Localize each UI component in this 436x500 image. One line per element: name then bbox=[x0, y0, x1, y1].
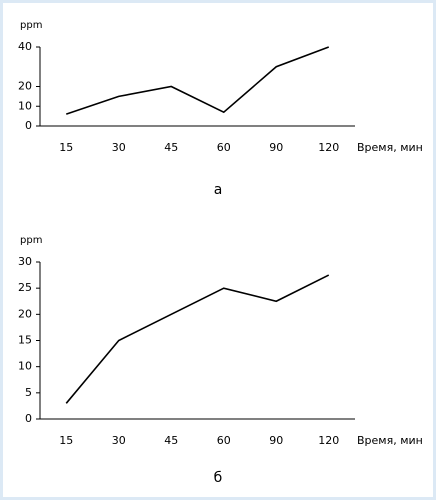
x-tick-label: 15 bbox=[59, 141, 73, 154]
panel bbox=[3, 3, 433, 497]
y-tick-label: 30 bbox=[18, 255, 32, 268]
x-tick-label: 15 bbox=[59, 434, 73, 447]
x-tick-label: 60 bbox=[217, 141, 231, 154]
caption: б bbox=[214, 470, 223, 486]
x-tick-label: 30 bbox=[112, 141, 126, 154]
x-axis-label: Время, мин bbox=[357, 434, 423, 447]
y-tick-label: 5 bbox=[25, 386, 32, 399]
x-tick-label: 60 bbox=[217, 434, 231, 447]
y-tick-label: 20 bbox=[18, 80, 32, 93]
x-axis-label: Время, мин bbox=[357, 141, 423, 154]
y-tick-label: 20 bbox=[18, 307, 32, 320]
data-line bbox=[65, 46, 330, 115]
x-tick-label: 90 bbox=[269, 141, 283, 154]
caption: а bbox=[214, 182, 223, 198]
x-tick-label: 30 bbox=[112, 434, 126, 447]
x-tick-label: 120 bbox=[318, 141, 339, 154]
y-tick-label: 0 bbox=[25, 119, 32, 132]
y-tick-label: 0 bbox=[25, 412, 32, 425]
y-tick-label: 40 bbox=[18, 40, 32, 53]
y-tick-label: 10 bbox=[18, 99, 32, 112]
x-tick-label: 120 bbox=[318, 434, 339, 447]
y-axis-label: ppm bbox=[20, 20, 42, 31]
y-axis-label: ppm bbox=[20, 235, 42, 246]
y-tick-label: 25 bbox=[18, 281, 32, 294]
x-tick-label: 45 bbox=[164, 434, 178, 447]
y-tick-label: 15 bbox=[18, 334, 32, 347]
data-line bbox=[65, 274, 330, 404]
x-tick-label: 45 bbox=[164, 141, 178, 154]
x-tick-label: 90 bbox=[269, 434, 283, 447]
y-tick-label: 10 bbox=[18, 360, 32, 373]
